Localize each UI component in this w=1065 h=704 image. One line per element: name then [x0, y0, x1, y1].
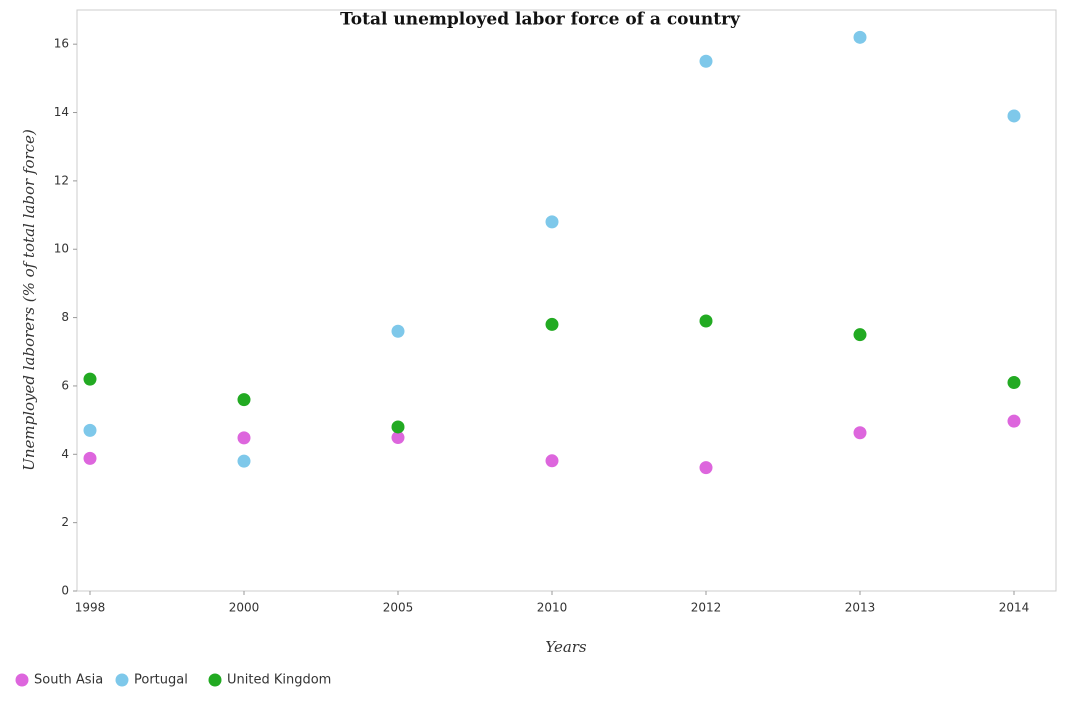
x-tick-label: 2000: [229, 601, 260, 615]
point: [853, 30, 867, 44]
legend-marker: [115, 673, 129, 687]
legend-marker: [208, 673, 222, 687]
point: [237, 454, 251, 468]
y-tick-label: 4: [61, 447, 69, 461]
y-tick-label: 6: [61, 378, 69, 392]
x-axis-label: Years: [545, 638, 587, 656]
y-tick-label: 2: [61, 515, 69, 529]
point: [83, 423, 97, 437]
x-tick-label: 2010: [537, 601, 568, 615]
point: [699, 314, 713, 328]
legend-text: South Asia: [34, 673, 103, 688]
point: [83, 451, 97, 465]
x-tick-label: 2012: [691, 601, 722, 615]
x-tick-label: 1998: [75, 601, 106, 615]
point: [545, 454, 559, 468]
point: [237, 393, 251, 407]
point: [853, 328, 867, 342]
legend-text: United Kingdom: [227, 673, 331, 688]
point: [853, 426, 867, 440]
y-tick-label: 0: [61, 584, 69, 598]
x-tick-label: 2005: [383, 601, 414, 615]
point: [83, 372, 97, 386]
y-tick-label: 8: [61, 310, 69, 324]
y-axis-label: Unemployed laborers (% of total labor fo…: [20, 129, 38, 471]
y-tick-label: 16: [54, 37, 69, 51]
point: [391, 420, 405, 434]
point: [1007, 376, 1021, 390]
point: [391, 431, 405, 445]
x-tick-label: 2014: [999, 601, 1030, 615]
point: [237, 431, 251, 445]
point: [545, 317, 559, 331]
plot-frame: [76, 9, 1057, 592]
x-tick-label: 2013: [845, 601, 876, 615]
point: [1007, 109, 1021, 123]
legend-marker: [15, 673, 29, 687]
chart-title: Total unemployed labor force of a countr…: [340, 10, 741, 30]
point: [1007, 414, 1021, 428]
point: [699, 461, 713, 475]
point: [699, 54, 713, 68]
point: [391, 324, 405, 338]
legend-text: Portugal: [134, 673, 188, 688]
point: [545, 215, 559, 229]
y-tick-label: 14: [54, 105, 69, 119]
y-tick-label: 12: [54, 173, 69, 187]
y-tick-label: 10: [54, 242, 69, 256]
